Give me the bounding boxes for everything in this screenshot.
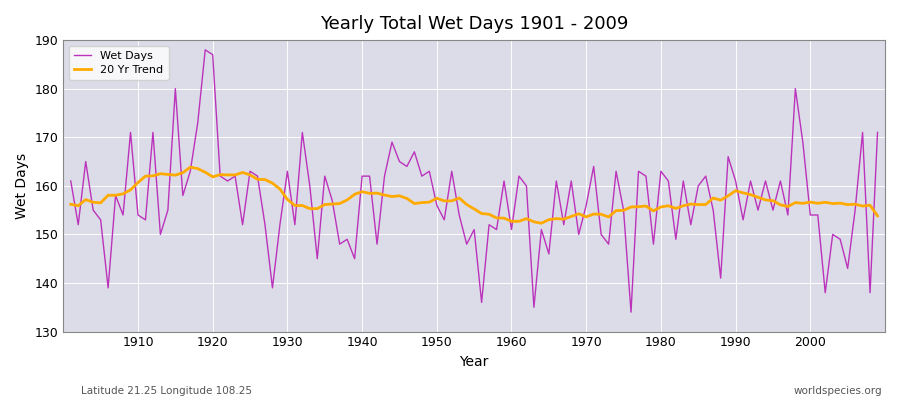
Title: Yearly Total Wet Days 1901 - 2009: Yearly Total Wet Days 1901 - 2009 xyxy=(320,15,628,33)
20 Yr Trend xyxy=(872,214,883,218)
20 Yr Trend xyxy=(514,219,525,224)
Wet Days xyxy=(626,310,636,314)
Wet Days xyxy=(297,130,308,135)
Text: Latitude 21.25 Longitude 108.25: Latitude 21.25 Longitude 108.25 xyxy=(81,386,252,396)
20 Yr Trend xyxy=(536,221,547,226)
20 Yr Trend xyxy=(611,208,622,213)
Wet Days xyxy=(125,130,136,135)
X-axis label: Year: Year xyxy=(460,355,489,369)
20 Yr Trend xyxy=(297,203,308,208)
Line: 20 Yr Trend: 20 Yr Trend xyxy=(71,167,878,223)
20 Yr Trend xyxy=(184,165,195,170)
20 Yr Trend xyxy=(125,188,136,192)
Wet Days xyxy=(200,48,211,52)
Wet Days xyxy=(872,130,883,135)
20 Yr Trend xyxy=(506,219,517,224)
Wet Days xyxy=(66,178,77,183)
Wet Days xyxy=(506,227,517,232)
Text: worldspecies.org: worldspecies.org xyxy=(794,386,882,396)
Wet Days xyxy=(514,174,525,178)
Y-axis label: Wet Days: Wet Days xyxy=(15,153,29,219)
20 Yr Trend xyxy=(342,198,353,202)
Wet Days xyxy=(603,242,614,246)
Legend: Wet Days, 20 Yr Trend: Wet Days, 20 Yr Trend xyxy=(68,46,168,80)
20 Yr Trend xyxy=(66,202,77,207)
Wet Days xyxy=(342,237,353,242)
Line: Wet Days: Wet Days xyxy=(71,50,878,312)
